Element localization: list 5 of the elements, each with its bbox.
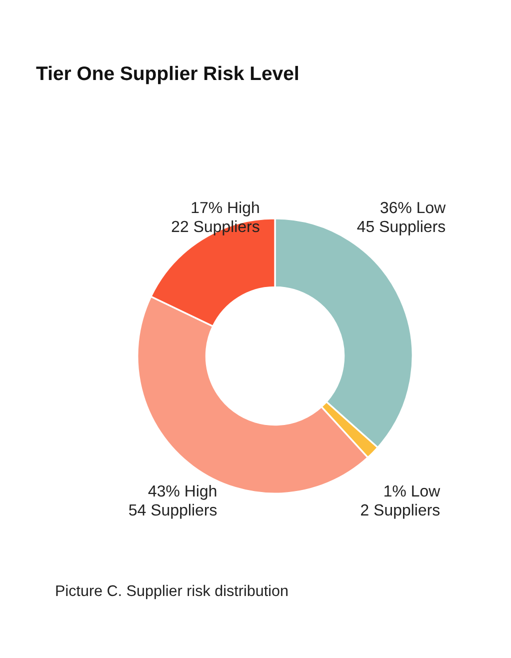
text: Picture C. Supplier risk distribution	[56, 584, 288, 600]
slice-label: 1% Low 2 Suppliers	[361, 485, 440, 519]
chart-title: Tier One Supplier Risk Level	[36, 66, 298, 84]
slice-label: 43% High 54 Suppliers	[129, 484, 217, 519]
slice-label: 36% Low 45 Suppliers	[357, 202, 446, 236]
